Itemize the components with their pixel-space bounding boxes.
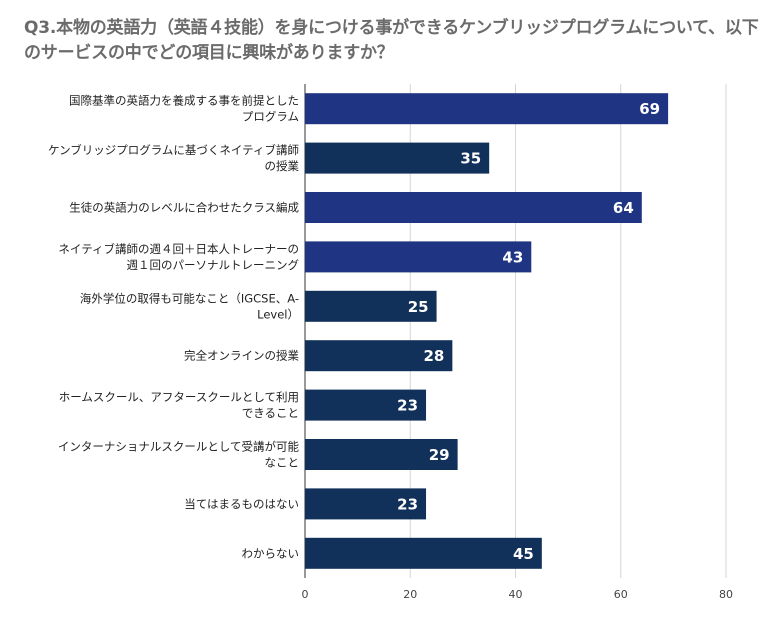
bar — [305, 142, 490, 174]
category-label: ケンブリッジプログラムに基づくネイティブ講師の授業 — [48, 143, 300, 173]
category-label: ホームスクール、アフタースクールとして利用できること — [59, 390, 299, 420]
category-labels: 国際基準の英語力を養成する事を前提としたプログラムケンブリッジプログラムに基づく… — [48, 94, 300, 561]
data-label: 23 — [397, 397, 418, 415]
chart-title: Q3.本物の英語力（英語４技能）を身につける事ができるケンブリッジプログラムにつ… — [24, 18, 759, 63]
data-label: 35 — [460, 150, 481, 168]
bar — [305, 488, 427, 520]
x-axis-ticks: 0 20 40 60 80 — [302, 588, 734, 601]
category-label: 当てはまるものはない — [184, 497, 299, 511]
data-label: 69 — [639, 100, 660, 118]
data-label: 29 — [429, 446, 450, 464]
category-label: わからない — [242, 546, 300, 560]
x-tick-label: 0 — [302, 588, 309, 601]
bar — [305, 93, 669, 125]
bar — [305, 537, 542, 569]
x-tick-label: 40 — [509, 588, 523, 601]
category-label: インターナショナルスクールとして受講が可能なこと — [58, 440, 300, 470]
bar — [305, 340, 453, 372]
category-label: 海外学位の取得も可能なこと（IGCSE、A-Level） — [80, 291, 299, 321]
bar — [305, 241, 532, 273]
data-label: 64 — [613, 199, 634, 217]
x-tick-label: 20 — [403, 588, 417, 601]
bar — [305, 389, 427, 421]
data-label: 45 — [513, 545, 534, 563]
bar — [305, 290, 437, 322]
category-label: 完全オンラインの授業 — [184, 349, 299, 363]
category-label: ネイティブ講師の週４回＋日本人トレーナーの週１回のパーソナルトレーニング — [58, 242, 299, 272]
bar — [305, 439, 458, 470]
bar — [305, 192, 642, 223]
category-label: 国際基準の英語力を養成する事を前提としたプログラム — [69, 94, 299, 124]
bars: 69 35 64 43 25 28 23 29 23 45 — [305, 93, 669, 569]
x-tick-label: 60 — [614, 588, 628, 601]
data-label: 43 — [502, 248, 523, 266]
x-tick-label: 80 — [719, 588, 733, 601]
data-label: 23 — [397, 495, 418, 513]
data-label: 28 — [423, 347, 444, 365]
data-label: 25 — [408, 298, 429, 316]
category-label: 生徒の英語力のレベルに合わせたクラス編成 — [69, 201, 299, 215]
